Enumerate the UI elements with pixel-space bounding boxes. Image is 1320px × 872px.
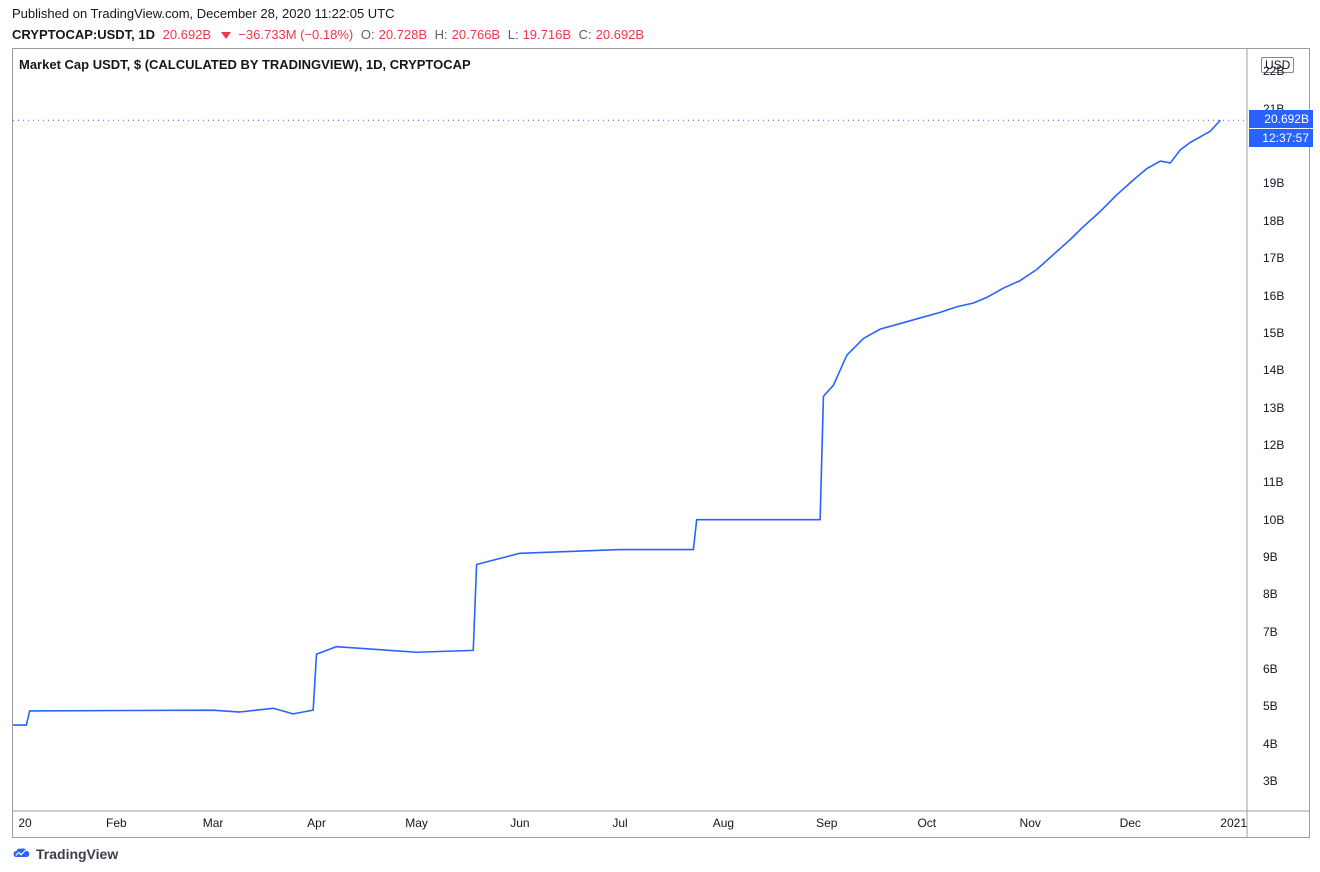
- y-tick-label: 11B: [1263, 475, 1283, 489]
- y-tick-label: 9B: [1263, 550, 1278, 564]
- price-badge-value: 20.692B: [1249, 110, 1313, 128]
- price-badge-countdown: 12:37:57: [1249, 129, 1313, 147]
- y-tick-label: 5B: [1263, 699, 1278, 713]
- ohlc-l: 19.716B: [523, 27, 571, 42]
- y-tick-label: 17B: [1263, 251, 1284, 265]
- publish-line: Published on TradingView.com, December 2…: [12, 6, 395, 21]
- ohlc-c: 20.692B: [596, 27, 644, 42]
- x-tick-label: 2021: [1220, 816, 1247, 830]
- x-tick-label: Dec: [1120, 816, 1141, 830]
- ohlc-h-label: H:: [435, 27, 448, 42]
- tradingview-footer[interactable]: TradingView: [12, 846, 118, 862]
- x-tick-label: May: [405, 816, 428, 830]
- y-tick-label: 18B: [1263, 214, 1284, 228]
- y-tick-label: 19B: [1263, 176, 1284, 190]
- x-tick-label: Feb: [106, 816, 127, 830]
- status-line: CRYPTOCAP:USDT, 1D 20.692B −36.733M (−0.…: [12, 27, 648, 42]
- x-tick-label: Nov: [1020, 816, 1041, 830]
- x-tick-label: Aug: [713, 816, 734, 830]
- ohlc-l-label: L:: [508, 27, 519, 42]
- y-tick-label: 12B: [1263, 438, 1284, 452]
- last-value: 20.692B: [163, 27, 211, 42]
- ohlc-o: 20.728B: [379, 27, 427, 42]
- y-tick-label: 8B: [1263, 587, 1278, 601]
- y-tick-label: 3B: [1263, 774, 1278, 788]
- x-tick-label: Mar: [203, 816, 224, 830]
- y-tick-label: 10B: [1263, 513, 1284, 527]
- chart-frame: Market Cap USDT, $ (CALCULATED BY TRADIN…: [12, 48, 1310, 838]
- y-tick-label: 6B: [1263, 662, 1278, 676]
- x-tick-label: Apr: [307, 816, 326, 830]
- x-tick-label: Jul: [612, 816, 627, 830]
- y-tick-label: 16B: [1263, 289, 1284, 303]
- x-tick-label: Oct: [917, 816, 936, 830]
- y-tick-label: 15B: [1263, 326, 1284, 340]
- ohlc-h: 20.766B: [452, 27, 500, 42]
- down-arrow-icon: [221, 32, 231, 39]
- tradingview-logo-icon: [12, 847, 30, 861]
- y-tick-label: 22B: [1263, 64, 1284, 78]
- x-tick-label: Jun: [510, 816, 529, 830]
- y-tick-label: 14B: [1263, 363, 1284, 377]
- footer-brand: TradingView: [36, 846, 118, 862]
- change-value: −36.733M (−0.18%): [238, 27, 353, 42]
- ohlc-o-label: O:: [361, 27, 375, 42]
- x-tick-label: Sep: [816, 816, 837, 830]
- ohlc-c-label: C:: [579, 27, 592, 42]
- y-tick-label: 13B: [1263, 401, 1284, 415]
- y-tick-label: 4B: [1263, 737, 1278, 751]
- x-tick-label: 20: [18, 816, 31, 830]
- y-tick-label: 7B: [1263, 625, 1278, 639]
- chart-plot[interactable]: [13, 49, 1309, 837]
- symbol-label: CRYPTOCAP:USDT, 1D: [12, 27, 155, 42]
